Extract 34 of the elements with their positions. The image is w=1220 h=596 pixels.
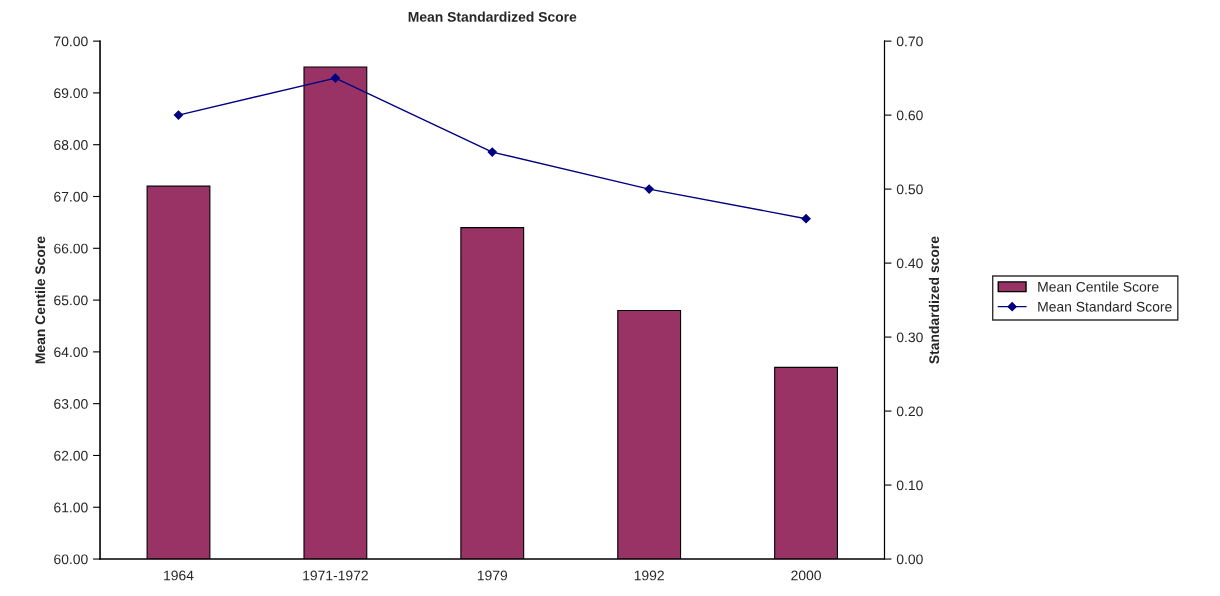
y-axis-title: Mean Centile Score: [34, 236, 46, 364]
y-tick-label: 66.00: [54, 243, 88, 254]
legend-label: Mean Centile Score: [1038, 281, 1159, 292]
y2-tick-label: 0.20: [896, 406, 923, 417]
point: [330, 73, 341, 83]
y2-tick-label: 0.00: [896, 554, 923, 565]
y-tick-label: 65.00: [54, 295, 88, 306]
y-tick-label: 63.00: [54, 399, 88, 409]
y-tick-label: 61.00: [54, 502, 88, 513]
y2-tick-label: 0.10: [896, 480, 923, 491]
point: [487, 147, 497, 157]
x-tick-label: 2000: [791, 570, 821, 581]
y2-tick-label: 0.30: [896, 332, 923, 343]
y-tick-label: 67.00: [54, 191, 88, 202]
y-tick-label: 60.00: [54, 554, 88, 565]
point: [801, 214, 811, 224]
y2-tick-label: 0.70: [896, 36, 923, 47]
y-tick-label: 68.00: [54, 140, 88, 150]
point: [644, 184, 654, 194]
y2-tick-label: 0.50: [896, 184, 923, 195]
y-tick-label: 62.00: [54, 450, 88, 461]
y-tick-label: 69.00: [54, 88, 88, 99]
x-tick-label: 1971-1972: [303, 570, 368, 581]
point: [173, 110, 184, 120]
legend-label: Mean Standard Score: [1038, 301, 1172, 312]
y-tick-label: 64.00: [54, 347, 88, 358]
y2-tick-label: 0.60: [896, 110, 923, 121]
y-tick-label: 70.00: [54, 36, 88, 47]
x-tick-label: 1992: [634, 570, 664, 581]
x-tick-label: 1979: [477, 570, 508, 581]
chart-title: Mean Standardized Score: [408, 11, 577, 22]
y2-axis-title: Standardized score: [928, 236, 940, 364]
x-tick-label: 1964: [164, 570, 194, 581]
y2-tick-label: 0.40: [896, 258, 923, 269]
